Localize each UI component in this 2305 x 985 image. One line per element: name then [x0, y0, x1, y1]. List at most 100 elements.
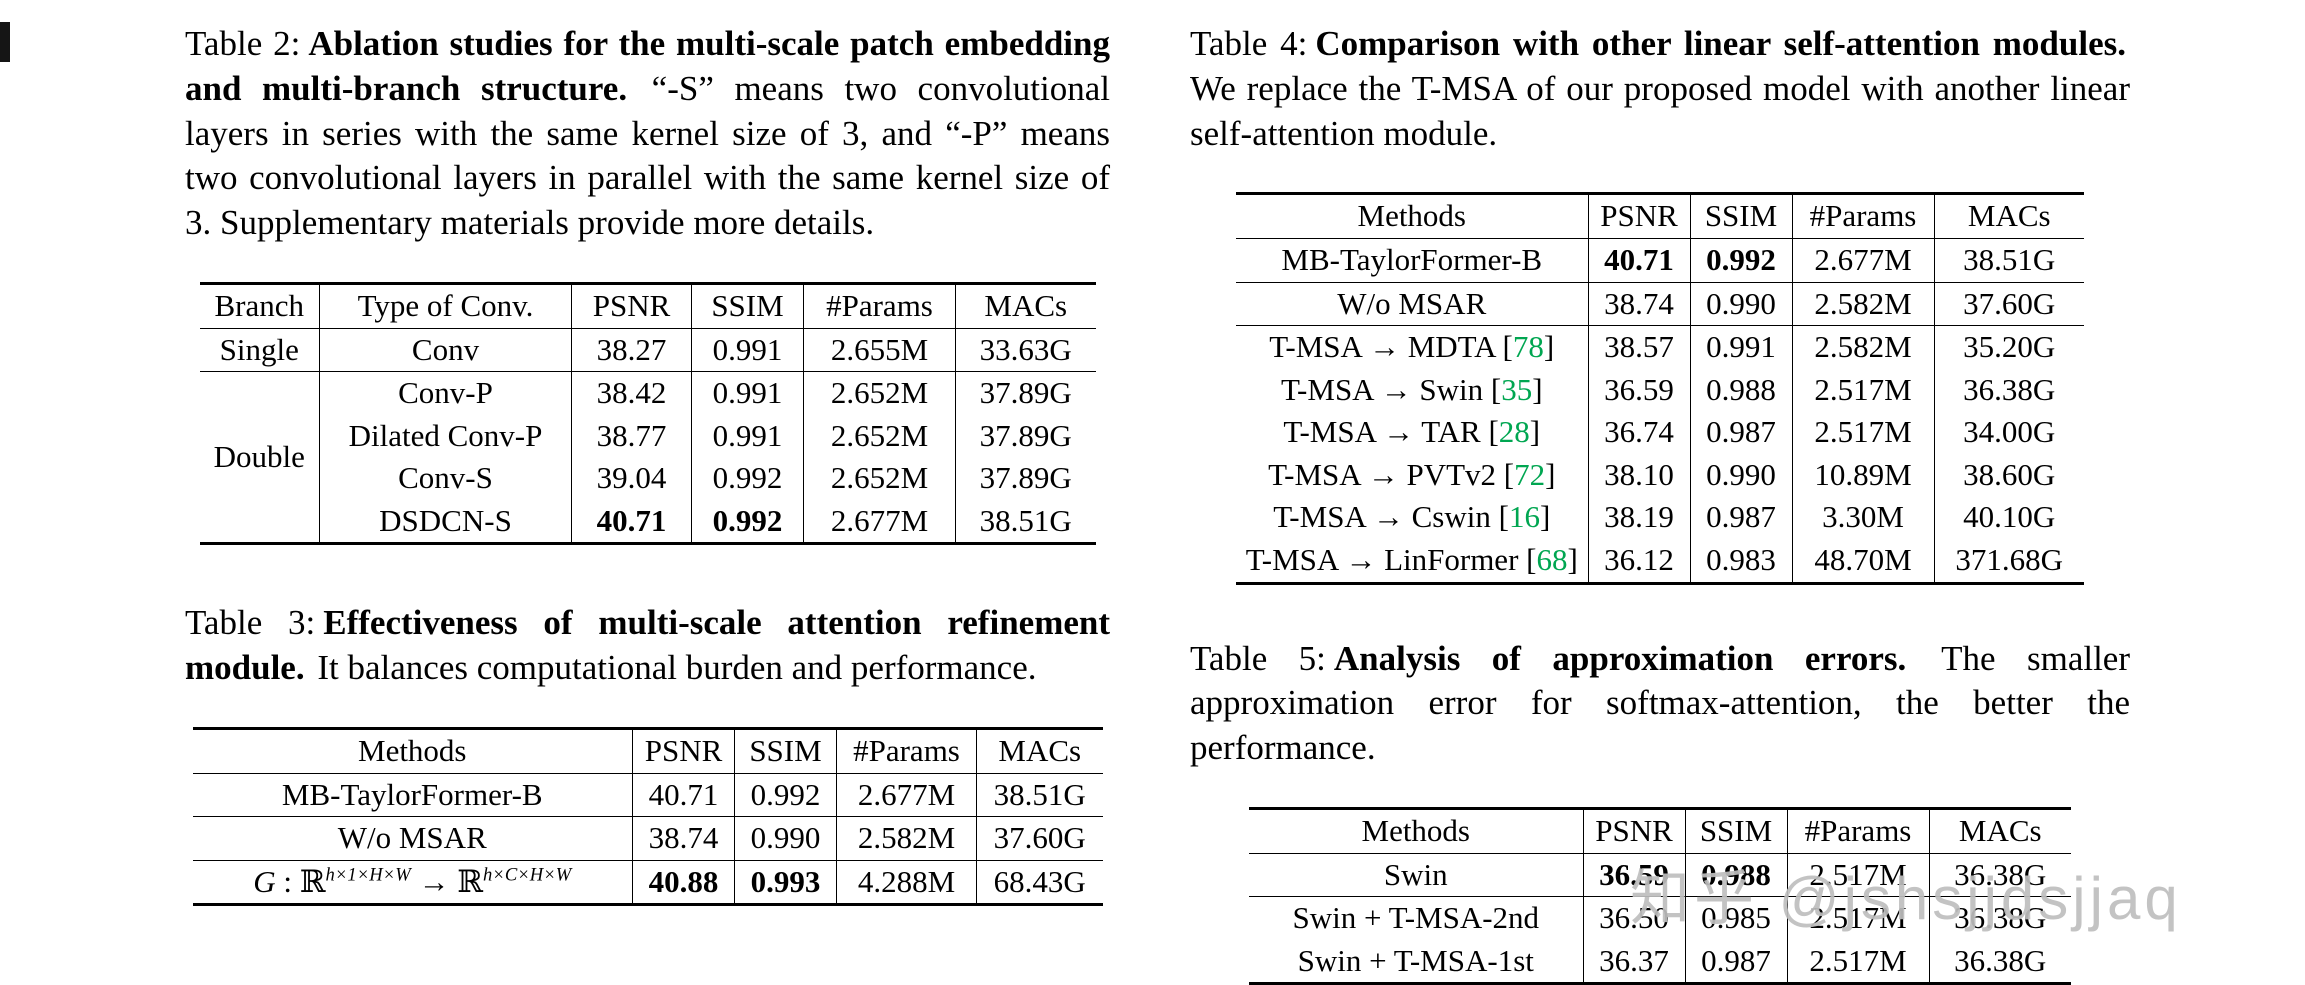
column-header: PSNR — [571, 283, 692, 329]
table-cell: 0.987 — [1690, 496, 1793, 540]
column-header: PSNR — [632, 728, 735, 774]
table-cell: 36.50 — [1583, 896, 1686, 940]
column-header: #Params — [803, 283, 956, 329]
table-cell: 36.38G — [1954, 856, 2047, 892]
table2-caption: Table 2: Ablation studies for the multi-s… — [185, 22, 1110, 246]
table-cell: 37.60G — [1963, 285, 2056, 321]
table-cell: 38.19 — [1588, 496, 1691, 540]
table-cell: Single — [199, 328, 320, 372]
table-row: Single Conv 38.27 0.991 2.655M 33.63G — [199, 328, 1096, 372]
table-cell: 0.991 — [691, 328, 804, 372]
table-cell: T-MSA → MDTA [78] — [1236, 325, 1589, 369]
table-cell: 40.71 — [571, 499, 692, 544]
table-row: MB-TaylorFormer-B 40.71 0.992 2.677M 38.51G — [192, 773, 1103, 817]
table2: Branch Type of Conv. PSNR SSIM #Params MACs Si… — [199, 281, 1096, 546]
table-cell: 2.582M — [1792, 325, 1935, 369]
table-cell: 0.990 — [1690, 453, 1793, 497]
table-header-row: Methods PSNR SSIM #Params MACs — [1249, 808, 2071, 854]
table-cell: 36.38G — [1963, 371, 2056, 407]
table4-caption-label: Table 4: — [1190, 24, 1308, 63]
table-cell: 371.68G — [1955, 542, 2064, 578]
column-header: Methods — [1249, 808, 1584, 854]
table3-caption-title: Effectiveness of multi-scale attention r… — [185, 603, 1110, 688]
table-cell: 2.677M — [836, 773, 977, 817]
table3: Methods PSNR SSIM #Params MACs MB-TaylorForme… — [192, 727, 1103, 907]
table-cell: 2.517M — [1792, 411, 1935, 454]
table-cell: 2.582M — [836, 816, 977, 861]
table-cell: 38.51G — [979, 502, 1072, 538]
table-cell: T-MSA → LinFormer [68] — [1236, 539, 1589, 584]
table-header-row: Methods PSNR SSIM #Params MACs — [192, 728, 1103, 774]
column-header: #Params — [1787, 808, 1930, 854]
citation-number: 78 — [1512, 329, 1544, 365]
table-row: Swin + T-MSA-1st 36.37 0.987 2.517M 36.38G — [1249, 939, 2071, 984]
table-cell: 0.987 — [1685, 939, 1788, 984]
table-cell: Conv-S — [319, 457, 572, 500]
table-cell: 38.74 — [1588, 282, 1691, 326]
table-cell: Swin + T-MSA-1st — [1249, 939, 1584, 984]
table-cell: T-MSA → PVTv2 [72] — [1236, 453, 1589, 497]
table-cell: 2.517M — [1792, 368, 1935, 412]
table-cell: Swin + T-MSA-2nd — [1249, 896, 1584, 940]
table-cell: Conv-P — [319, 371, 572, 415]
table-cell: 2.582M — [1792, 282, 1935, 326]
table-cell: 34.00G — [1963, 414, 2056, 450]
table-cell: 68.43G — [993, 863, 1086, 899]
table-cell: 38.51G — [1963, 241, 2056, 277]
watermark: 知乎 @jshsjjdsjjaq — [1630, 865, 2182, 932]
table-cell: 2.677M — [803, 499, 956, 544]
table-row: W/o MSAR 38.74 0.990 2.582M 37.60G — [1236, 282, 2084, 326]
table-row: W/o MSAR 38.74 0.990 2.582M 37.60G — [192, 816, 1103, 861]
column-header: PSNR — [1588, 193, 1691, 239]
column-header: SSIM — [1685, 808, 1788, 854]
table-cell: Swin — [1249, 853, 1584, 897]
table-cell: 4.288M — [836, 860, 977, 905]
table-cell: 38.74 — [632, 816, 735, 861]
table-row: MB-TaylorFormer-B 40.71 0.992 2.677M 38.51G — [1236, 238, 2084, 283]
table-row: G : ℝh×1×H×W → ℝh×C×H×W 40.88 0.993 4.288M 6… — [192, 860, 1103, 905]
table3-caption: Table 3: Effectiveness of multi-scale att… — [185, 601, 1110, 691]
column-header: #Params — [1792, 193, 1935, 239]
table-cell: 36.38G — [1954, 900, 2047, 936]
table-cell: 48.70M — [1792, 539, 1935, 584]
table2-caption-text: “-S” means two convolutional layers in s… — [185, 68, 1110, 243]
table-cell: 0.992 — [691, 457, 804, 500]
column-header: SSIM — [734, 728, 837, 774]
scan-artifact-mark — [0, 22, 10, 62]
table-cell: 38.77 — [571, 414, 692, 458]
table-cell: 0.988 — [1685, 853, 1788, 897]
table-row: DSDCN-S 40.71 0.992 2.677M 38.51G — [200, 499, 1096, 544]
table-cell: 38.60G — [1963, 456, 2056, 492]
table-row: T-MSA → PVTv2 [72] 38.10 0.990 10.89M 38.60G — [1236, 453, 2084, 497]
table-cell: T-MSA → Swin [35] — [1236, 368, 1589, 412]
table-cell: 36.59 — [1588, 368, 1691, 412]
citation-number: 16 — [1508, 499, 1540, 535]
table-cell: 33.63G — [979, 331, 1072, 367]
table-cell: 40.71 — [632, 773, 735, 817]
table-row: T-MSA → MDTA [78] 38.57 0.991 2.582M 35.20G — [1236, 325, 2084, 369]
table-cell: 2.677M — [1792, 238, 1935, 283]
table-row: T-MSA → Swin [35] 36.59 0.988 2.517M 36.38G — [1236, 368, 2084, 412]
table-cell: 0.985 — [1685, 896, 1788, 940]
table-cell: 36.38G — [1954, 942, 2047, 978]
table-cell: 0.992 — [1690, 238, 1793, 283]
table-cell: 38.57 — [1588, 325, 1691, 369]
table-cell: 2.652M — [803, 457, 956, 500]
table-cell: 0.990 — [734, 816, 837, 861]
table-cell: 2.517M — [1787, 896, 1930, 940]
table-cell: 36.12 — [1588, 539, 1691, 584]
table-row: T-MSA → Cswin [16] 38.19 0.987 3.30M 40.10G — [1236, 496, 2084, 540]
column-header: PSNR — [1583, 808, 1686, 854]
citation-number: 68 — [1536, 542, 1568, 578]
table-header-row: Branch Type of Conv. PSNR SSIM #Params MACs — [199, 283, 1096, 329]
column-header: MACs — [1958, 812, 2042, 848]
table-cell: 2.517M — [1787, 939, 1930, 984]
citation-number: 35 — [1501, 371, 1533, 407]
table5-caption-text: The smaller approximation error for soft… — [1190, 638, 2130, 768]
table-cell: 3.30M — [1792, 496, 1935, 540]
table-cell: Dilated Conv-P — [319, 414, 572, 458]
table-cell: T-MSA → TAR [28] — [1236, 411, 1589, 454]
table-cell: 2.655M — [803, 328, 956, 372]
